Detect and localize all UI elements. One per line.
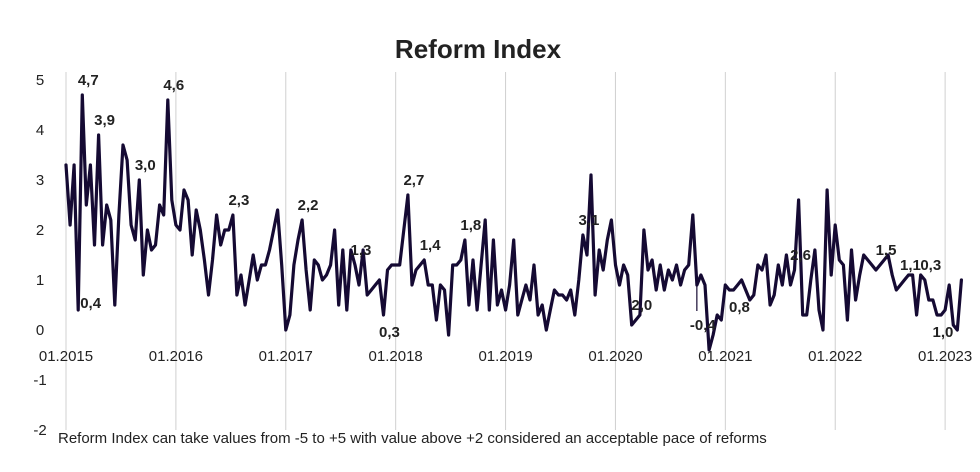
- data-label: 2,3: [228, 192, 249, 209]
- data-label: 0,3: [379, 324, 400, 341]
- x-tick-label: 01.2021: [698, 348, 752, 365]
- series-layer: [64, 93, 964, 352]
- data-labels-layer: 4,7 0,4 3,9 3,0 4,6 2,3 2,2 1,3 0,3 2,7 1,4 1,8 3,1 2…: [78, 72, 954, 341]
- data-label: 3,9: [94, 112, 115, 129]
- y-tick-label: 2: [36, 222, 44, 239]
- data-label: 1,8: [460, 217, 481, 234]
- data-label: 2,7: [403, 172, 424, 189]
- x-tick-label: 01.2020: [588, 348, 642, 365]
- y-tick-label: 5: [36, 72, 44, 89]
- y-tick-label: 4: [36, 122, 44, 139]
- x-tick-label: 01.2016: [149, 348, 203, 365]
- data-label: 1,1: [900, 257, 921, 274]
- data-label: 2,2: [298, 197, 319, 214]
- series-line: [64, 93, 964, 352]
- data-label: 1,4: [420, 237, 442, 254]
- chart-note: Reform Index can take values from -5 to …: [58, 430, 767, 447]
- y-tick-label: -2: [33, 422, 46, 439]
- data-label: 2,0: [631, 297, 652, 314]
- x-tick-label: 01.2023: [918, 348, 972, 365]
- data-label: 1,0: [933, 324, 954, 341]
- data-label: 1,3: [351, 242, 372, 259]
- chart-title: Reform Index: [395, 34, 562, 64]
- y-tick-label: 3: [36, 172, 44, 189]
- x-tick-label: 01.2015: [39, 348, 93, 365]
- y-tick-label: 0: [36, 322, 44, 339]
- data-label: 3,0: [135, 157, 156, 174]
- data-label: 2,6: [790, 247, 811, 264]
- data-label: 0,3: [920, 257, 941, 274]
- data-label: 3,1: [578, 212, 599, 229]
- y-tick-label: 1: [36, 272, 44, 289]
- x-tick-label: 01.2017: [259, 348, 313, 365]
- x-tick-label: 01.2018: [369, 348, 423, 365]
- data-label: -0,4: [690, 317, 717, 334]
- y-axis-tick-labels: -2 -1 0 1 2 3 4 5: [33, 72, 46, 439]
- data-label: 4,6: [163, 77, 184, 94]
- x-tick-label: 01.2019: [478, 348, 532, 365]
- data-label: 4,7: [78, 72, 99, 89]
- x-tick-label: 01.2022: [808, 348, 862, 365]
- data-label: 0,4: [80, 295, 102, 312]
- x-axis-tick-labels: 01.2015 01.2016 01.2017 01.2018 01.2019 01.20…: [39, 348, 972, 365]
- y-tick-label: -1: [33, 372, 46, 389]
- data-label: 0,8: [729, 299, 750, 316]
- data-label: 1,5: [876, 242, 897, 259]
